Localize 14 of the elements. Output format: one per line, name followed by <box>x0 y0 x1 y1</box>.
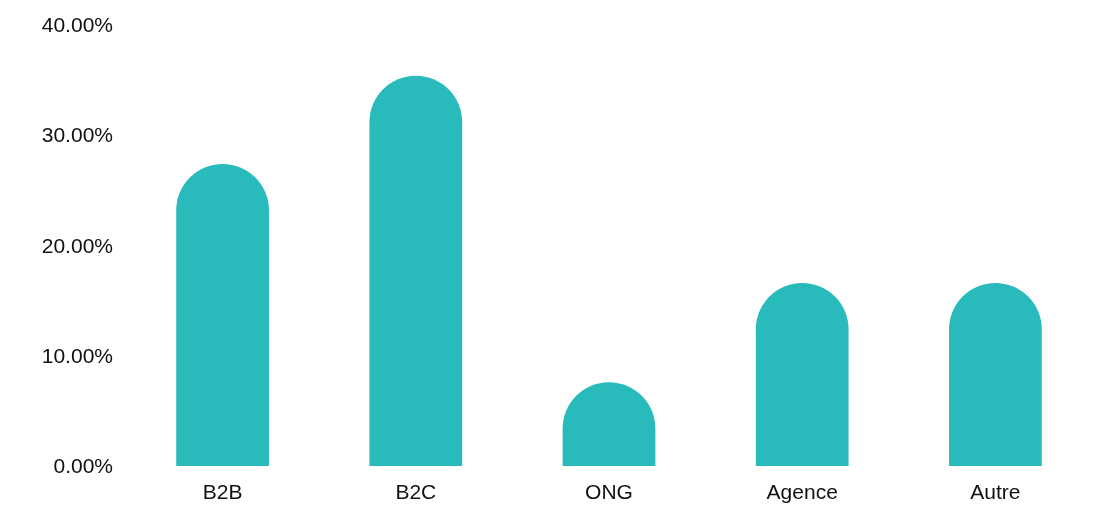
x-tick-label: Autre <box>970 479 1021 503</box>
x-tick-label: B2B <box>202 479 243 503</box>
x-tick-label: Agence <box>766 479 838 503</box>
x-tick-label: ONG <box>585 479 633 503</box>
y-tick-label: 30.00% <box>41 123 113 147</box>
bar <box>369 75 463 466</box>
x-tick-label: B2C <box>395 479 437 503</box>
y-tick-label: 0.00% <box>53 454 113 478</box>
y-tick-label: 10.00% <box>41 343 113 367</box>
y-tick-label: 20.00% <box>41 233 113 257</box>
bar <box>755 283 849 466</box>
y-tick-label: 40.00% <box>41 13 113 37</box>
bar <box>176 164 269 466</box>
bar <box>949 283 1042 466</box>
